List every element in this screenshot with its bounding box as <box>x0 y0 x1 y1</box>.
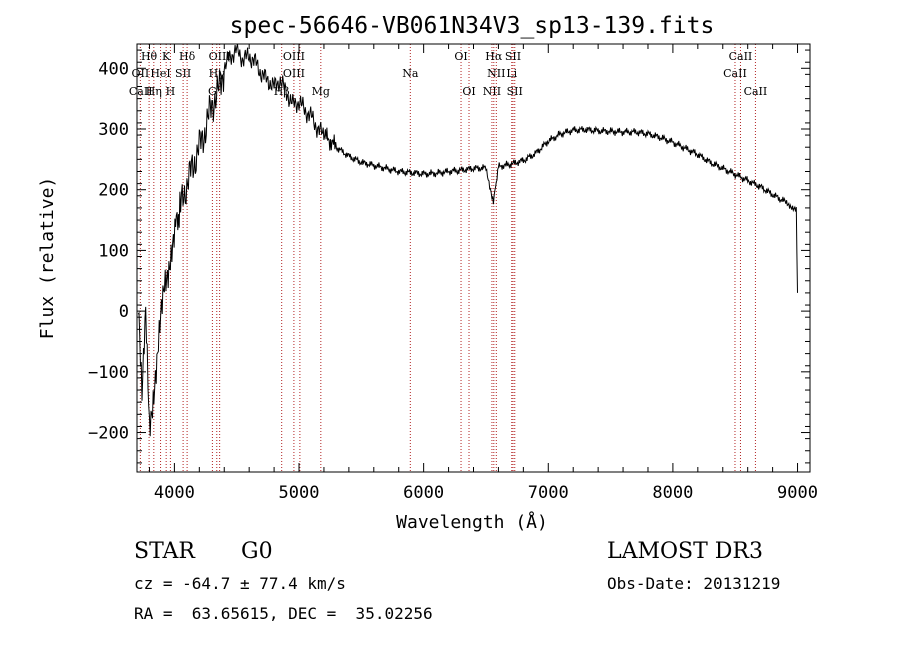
line-label: NII <box>483 85 501 98</box>
line-label: Na <box>402 67 419 80</box>
x-tick-label: 9000 <box>777 483 818 503</box>
line-label: Li <box>506 67 517 80</box>
x-tick-label: 7000 <box>528 483 569 503</box>
y-axis-ticks: −200 −100 0 100 200 300 400 <box>88 49 810 464</box>
x-tick-label: 4000 <box>154 483 195 503</box>
line-label: CaII <box>723 67 747 80</box>
y-tick-label: 400 <box>98 59 129 79</box>
line-label: HeI <box>150 67 170 80</box>
line-label: SII <box>175 67 191 80</box>
chart-title: spec-56646-VB061N34V3_sp13-139.fits <box>230 13 715 39</box>
y-tick-label: −200 <box>88 424 129 444</box>
plot-frame <box>136 43 811 473</box>
emission-line-markers <box>139 44 756 472</box>
y-tick-label: 100 <box>98 241 129 261</box>
y-tick-label: 200 <box>98 181 129 201</box>
line-label: Hθ <box>141 50 158 63</box>
survey-name: LAMOST DR3 <box>607 539 763 564</box>
line-label: OIII <box>209 50 231 63</box>
line-label: CaII <box>729 50 753 63</box>
line-label: OII <box>132 67 150 80</box>
line-label: Hγ <box>209 67 226 80</box>
y-tick-label: 300 <box>98 120 129 140</box>
line-label: CaII <box>129 85 153 98</box>
x-axis-label: Wavelength (Å) <box>396 511 548 533</box>
line-label: Mg <box>312 85 330 98</box>
x-tick-label: 6000 <box>403 483 444 503</box>
line-label: K <box>162 50 171 63</box>
coordinates: RA = 63.65615, DEC = 35.02256 <box>134 604 433 623</box>
y-tick-label: 0 <box>119 302 129 322</box>
line-label: OI <box>462 85 475 98</box>
line-label: OIII <box>283 67 305 80</box>
y-tick-label: −100 <box>88 363 129 383</box>
line-label: Hδ <box>179 50 196 63</box>
object-class: STAR <box>134 539 195 564</box>
x-axis-ticks: 4000 5000 6000 7000 8000 9000 <box>148 44 818 503</box>
line-label: NII <box>487 67 505 80</box>
line-label: Hη <box>146 85 162 98</box>
redshift-velocity: cz = -64.7 ± 77.4 km/s <box>134 574 346 593</box>
line-label: OIII <box>283 50 305 63</box>
line-label: G <box>208 85 217 98</box>
line-label: Hα <box>485 50 503 63</box>
line-label: CaII <box>744 85 768 98</box>
spectrum-line <box>137 43 798 437</box>
observation-date: Obs-Date: 20131219 <box>607 574 781 593</box>
y-axis-label: Flux (relative) <box>37 177 58 340</box>
line-label: OI <box>454 50 467 63</box>
x-tick-label: 8000 <box>652 483 693 503</box>
line-label: SII <box>507 85 523 98</box>
line-label: SII <box>505 50 521 63</box>
line-label: H <box>166 85 176 98</box>
x-tick-label: 5000 <box>279 483 320 503</box>
object-subclass: G0 <box>241 539 273 564</box>
